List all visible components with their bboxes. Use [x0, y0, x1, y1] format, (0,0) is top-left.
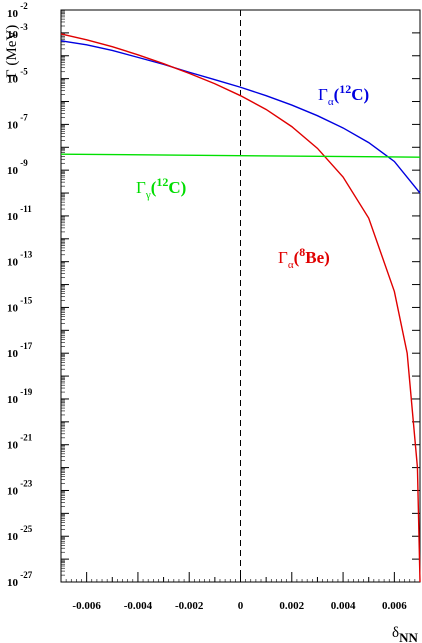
y-tick-label: 10 -25 — [7, 524, 33, 543]
series-gamma-alpha-12C-line — [60, 40, 421, 194]
y-tick-label-exponent: -3 — [18, 22, 28, 32]
y-tick-label-base: 10 — [7, 302, 19, 314]
x-tick-label: -0.006 — [72, 600, 101, 612]
x-tick-label: 0.002 — [279, 600, 304, 612]
y-tick-label: 10 -19 — [7, 387, 33, 406]
y-tick-label-exponent: -27 — [18, 570, 33, 580]
y-tick-label-base: 10 — [7, 485, 19, 497]
y-tick-label-exponent: -15 — [18, 295, 33, 305]
y-tick-label-exponent: -5 — [18, 67, 28, 77]
y-tick-label-base: 10 — [7, 440, 19, 452]
y-tick-label-exponent: -19 — [18, 387, 33, 397]
y-tick-label: 10 -5 — [7, 67, 28, 86]
axis-ticks — [60, 9, 421, 583]
y-tick-label-base: 10 — [7, 348, 19, 360]
y-tick-label-base: 10 — [7, 257, 19, 269]
y-tick-label-base: 10 — [7, 211, 19, 223]
y-tick-label-exponent: -25 — [18, 524, 33, 534]
legend-label-alpha-12C: Γα(12C) — [318, 82, 369, 108]
y-axis-label: Γ (MeV) — [4, 25, 20, 78]
x-tick-label: 0 — [238, 600, 244, 612]
legend-label-gamma-12C: Γγ(12C) — [136, 175, 186, 201]
x-axis-label: δNN — [392, 625, 418, 643]
y-tick-label: 10 -13 — [7, 250, 33, 269]
y-tick-label-base: 10 — [7, 8, 19, 20]
x-tick-labels: -0.006 -0.004 -0.002 0 0.002 0.004 0.006 — [72, 600, 407, 612]
series-gamma-alpha-8Be-line — [60, 33, 421, 583]
series-gamma-gamma-12C-line — [60, 153, 421, 158]
y-tick-label: 10 -27 — [7, 570, 33, 589]
legend-label-alpha-8Be: Γα(8Be) — [278, 245, 330, 271]
y-tick-label-exponent: -23 — [18, 478, 33, 488]
x-tick-label: -0.004 — [124, 600, 153, 612]
y-tick-label: 10 -9 — [7, 158, 28, 177]
y-tick-label-exponent: -13 — [18, 250, 33, 260]
y-tick-label: 10 -23 — [7, 478, 33, 497]
x-axis-label-main: δ — [392, 625, 399, 641]
y-tick-label-exponent: -7 — [18, 112, 28, 122]
y-tick-label: 10 -7 — [7, 112, 28, 131]
y-tick-label: 10 -2 — [7, 1, 28, 20]
y-tick-label-exponent: -9 — [18, 158, 28, 168]
y-tick-label-base: 10 — [7, 29, 19, 41]
y-tick-label-exponent: -17 — [18, 341, 33, 351]
y-tick-label: 10 -21 — [7, 433, 33, 452]
y-tick-label-base: 10 — [7, 394, 19, 406]
y-tick-label: 10 -15 — [7, 295, 33, 314]
series-curves — [60, 33, 421, 583]
y-tick-label-base: 10 — [7, 74, 19, 86]
x-tick-label: -0.002 — [175, 600, 204, 612]
y-tick-label: 10 -17 — [7, 341, 33, 360]
y-tick-label-base: 10 — [7, 531, 19, 543]
x-axis-label-sub: NN — [399, 630, 418, 643]
x-tick-label: 0.004 — [331, 600, 356, 612]
y-tick-label: 10 -3 — [7, 22, 28, 41]
y-tick-label-base: 10 — [7, 165, 19, 177]
y-tick-label-base: 10 — [7, 577, 19, 589]
y-tick-label: 10 -11 — [7, 204, 32, 223]
y-tick-label-exponent: -21 — [18, 433, 33, 443]
y-tick-label-base: 10 — [7, 119, 19, 131]
y-tick-label-exponent: -11 — [18, 204, 32, 214]
y-tick-label-exponent: -2 — [18, 1, 28, 11]
x-tick-label: 0.006 — [382, 600, 407, 612]
